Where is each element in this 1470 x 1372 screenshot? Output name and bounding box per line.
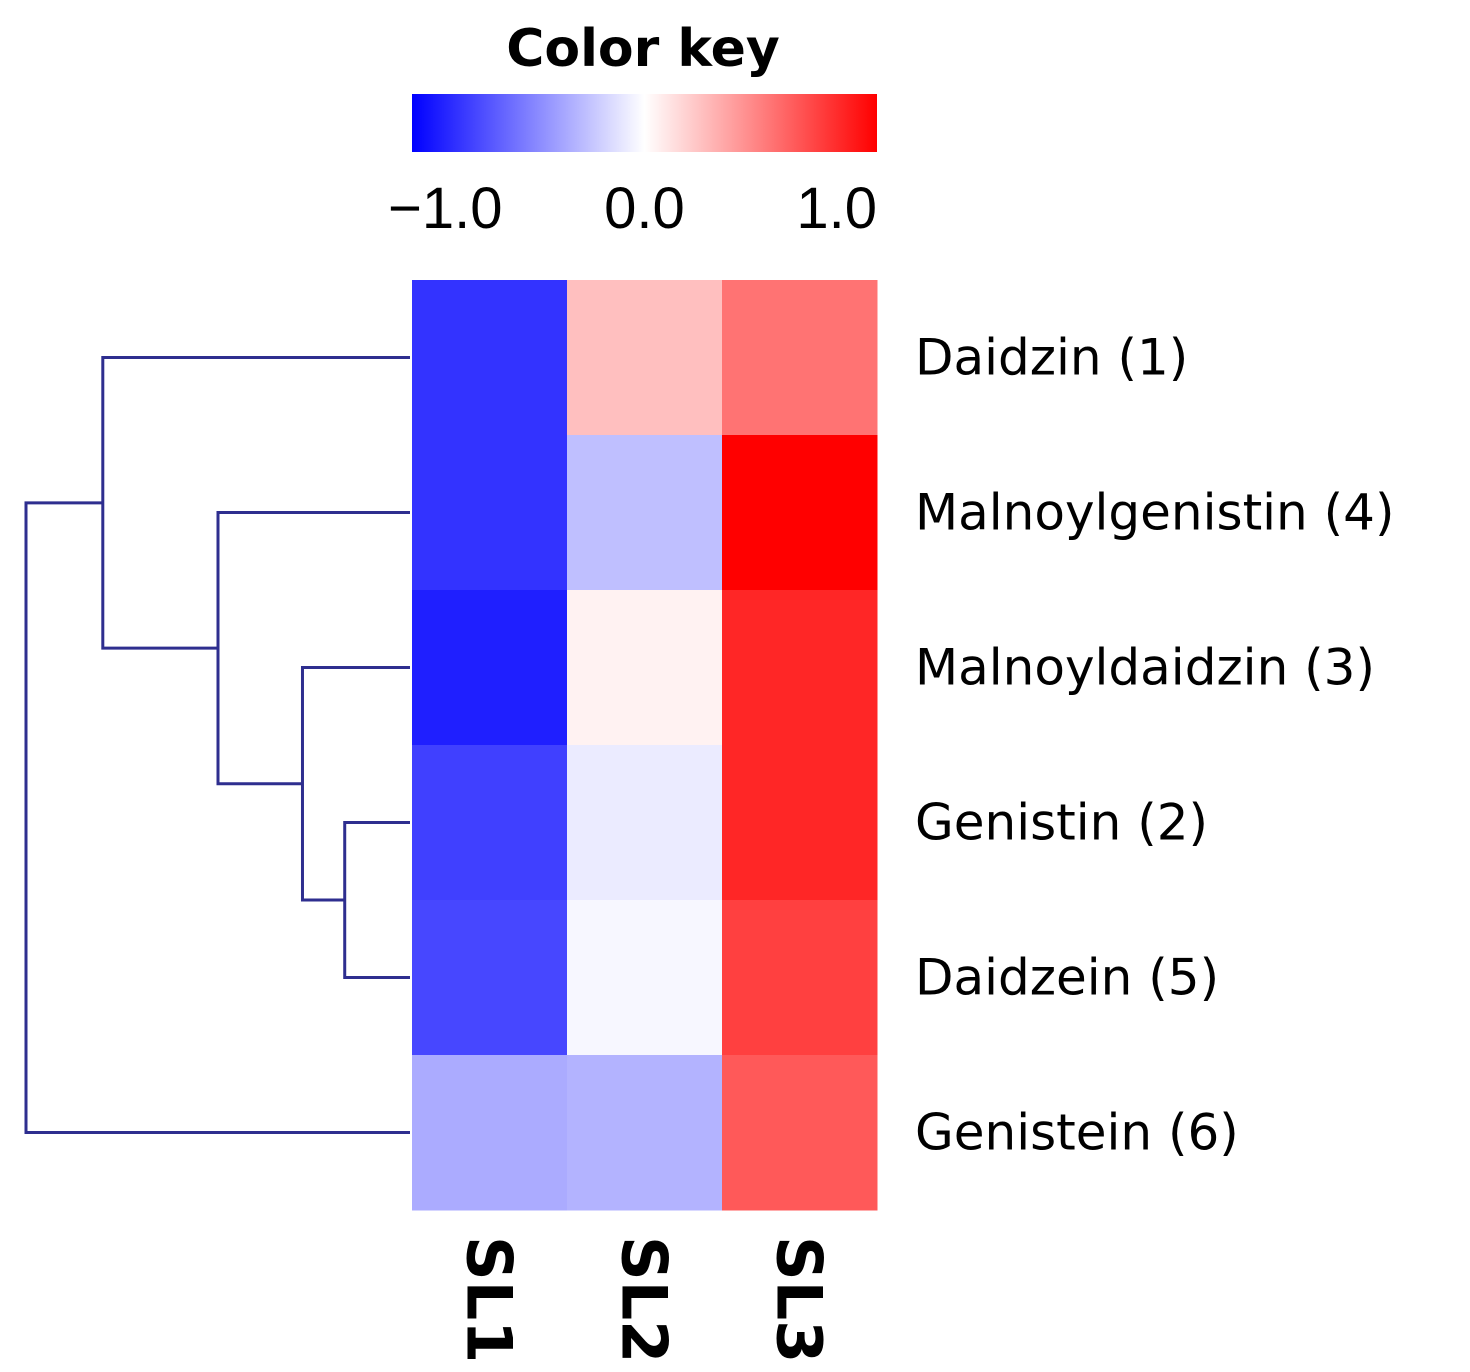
color-key-tick-label: 0.0	[604, 176, 685, 241]
color-key-title: Color key	[506, 19, 780, 79]
heatmap-cell-sl1-row-2	[412, 435, 568, 591]
heatmap-cells	[412, 280, 878, 1211]
row-label: Genistin (2)	[915, 794, 1208, 852]
column-label-sl3: SL3	[763, 1236, 836, 1363]
heatmap-cell-sl3-row-5	[722, 900, 878, 1056]
dendrogram-branch-3	[216, 511, 410, 786]
row-label: Malnoylgenistin (4)	[915, 484, 1394, 542]
heatmap-cell-sl2-row-2	[567, 435, 723, 591]
heatmap-cell-sl3-row-6	[722, 1055, 878, 1211]
row-dendrogram	[24, 356, 410, 1134]
color-key-ticks: −1.0 0.0 1.0	[388, 176, 877, 241]
heatmap-cell-sl1-row-1	[412, 280, 568, 436]
heatmap-cell-sl2-row-1	[567, 280, 723, 436]
heatmap-cell-sl3-row-2	[722, 435, 878, 591]
row-labels: Daidzin (1) Malnoylgenistin (4) Malnoyldai…	[915, 329, 1394, 1162]
heatmap-cell-sl1-row-5	[412, 900, 568, 1056]
heatmap-cell-sl1-row-6	[412, 1055, 568, 1211]
heatmap-cell-sl2-row-4	[567, 745, 723, 901]
color-key-tick-label: −1.0	[388, 176, 503, 241]
color-key-tick-label: 1.0	[796, 176, 877, 241]
row-label: Daidzein (5)	[915, 949, 1219, 1007]
heatmap-cell-sl2-row-5	[567, 900, 723, 1056]
heatmap-cell-sl1-row-3	[412, 590, 568, 746]
dendrogram-branch-5	[24, 501, 410, 1134]
dendrogram-branch-2	[300, 666, 410, 902]
heatmap-cell-sl1-row-4	[412, 745, 568, 901]
column-label-sl2: SL2	[608, 1236, 681, 1363]
heatmap-cell-sl3-row-4	[722, 745, 878, 901]
color-key-bar	[412, 94, 877, 152]
heatmap-cell-sl3-row-1	[722, 280, 878, 436]
heatmap-cell-sl3-row-3	[722, 590, 878, 746]
dendrogram-branch-4	[101, 356, 410, 650]
heatmap-cell-sl2-row-3	[567, 590, 723, 746]
row-label: Daidzin (1)	[915, 329, 1188, 387]
row-label: Malnoyldaidzin (3)	[915, 639, 1375, 697]
dendrogram-branch-1	[343, 821, 410, 979]
column-labels: SL1 SL2 SL3	[453, 1236, 836, 1363]
row-label: Genistein (6)	[915, 1104, 1239, 1162]
column-label-sl1: SL1	[453, 1236, 526, 1363]
heatmap-cell-sl2-row-6	[567, 1055, 723, 1211]
